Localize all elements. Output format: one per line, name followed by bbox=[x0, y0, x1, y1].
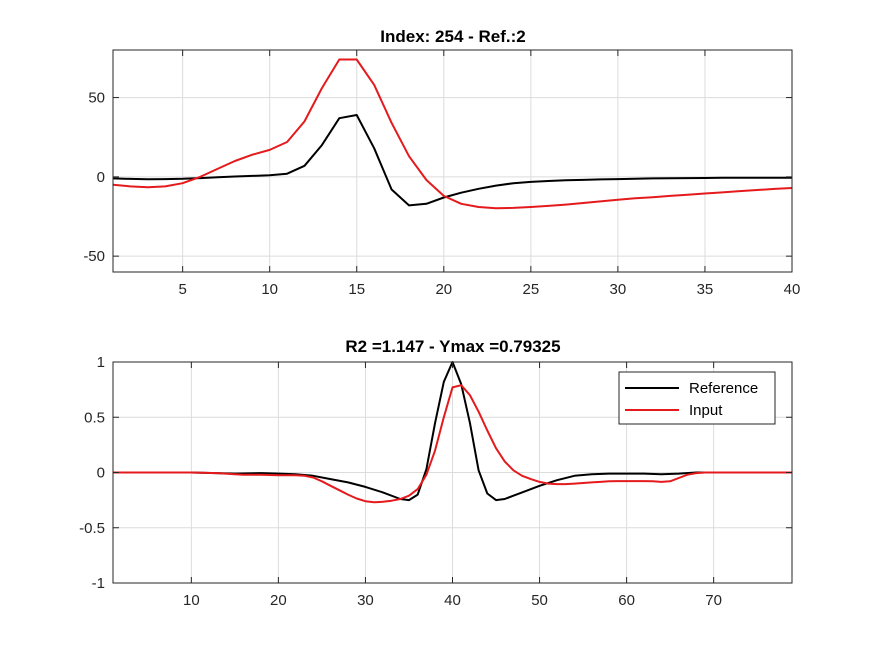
top-x-tick-label: 30 bbox=[610, 281, 627, 298]
bottom-y-tick-label: 0.5 bbox=[84, 409, 105, 426]
bottom-y-tick-label: -0.5 bbox=[79, 520, 105, 537]
bottom-y-tick-label: 1 bbox=[97, 354, 105, 371]
bottom-chart-title: R2 =1.147 - Ymax =0.79325 bbox=[345, 337, 560, 356]
top-axes-frame bbox=[112, 49, 793, 273]
top-x-tick-label: 15 bbox=[348, 281, 365, 298]
bottom-x-tick-label: 70 bbox=[705, 592, 722, 609]
bottom-series-line-input bbox=[113, 384, 792, 504]
top-series-line-red bbox=[112, 58, 793, 210]
legend-label-reference: Reference bbox=[689, 380, 758, 397]
top-x-tick-label: 10 bbox=[261, 281, 278, 298]
top-x-tick-label: 25 bbox=[523, 281, 540, 298]
top-x-tick-label: 40 bbox=[784, 281, 801, 298]
bottom-subplot: R2 =1.147 - Ymax =0.79325 10 20 30 40 50 60 70… bbox=[79, 337, 793, 609]
bottom-x-tick-label: 60 bbox=[618, 592, 635, 609]
top-chart-title: Index: 254 - Ref.:2 bbox=[380, 27, 526, 46]
top-x-tick-label: 5 bbox=[178, 281, 186, 298]
top-y-tick-label: 50 bbox=[88, 90, 105, 107]
bottom-x-tick-label: 50 bbox=[531, 592, 548, 609]
top-series-line-black bbox=[112, 114, 792, 207]
bottom-y-tick-label: 0 bbox=[97, 465, 105, 482]
top-y-tick-label: -50 bbox=[83, 248, 105, 265]
bottom-x-tick-label: 10 bbox=[183, 592, 200, 609]
top-y-tick-label: 0 bbox=[97, 169, 105, 186]
bottom-x-tick-label: 20 bbox=[270, 592, 287, 609]
top-x-tick-label: 20 bbox=[435, 281, 452, 298]
legend-label-input: Input bbox=[689, 402, 723, 419]
top-x-tick-label: 35 bbox=[697, 281, 714, 298]
top-plot-area bbox=[112, 49, 793, 273]
top-subplot: Index: 254 - Ref.:2 5 10 15 20 25 30 35 40 -50 0 5… bbox=[83, 27, 800, 298]
bottom-y-tick-label: -1 bbox=[92, 575, 105, 592]
bottom-x-tick-label: 40 bbox=[444, 592, 461, 609]
bottom-x-tick-label: 30 bbox=[357, 592, 374, 609]
legend-box bbox=[618, 371, 776, 425]
